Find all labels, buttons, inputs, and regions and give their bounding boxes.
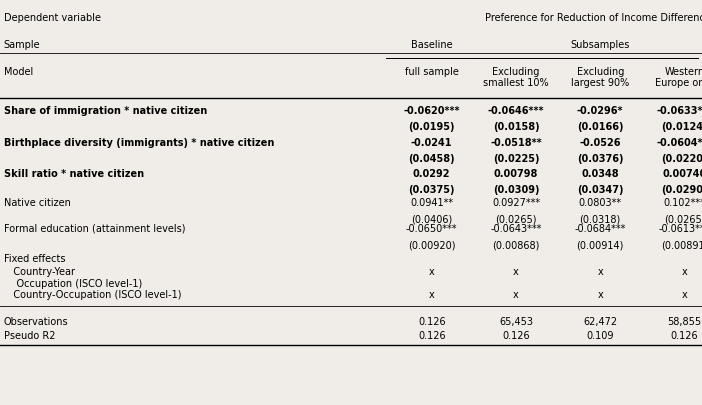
Text: x: x (682, 267, 687, 277)
Text: 0.0941**: 0.0941** (410, 198, 453, 209)
Text: 0.0803**: 0.0803** (578, 198, 622, 209)
Text: -0.0633***: -0.0633*** (656, 106, 702, 116)
Text: -0.0613***: -0.0613*** (658, 224, 702, 234)
Text: (0.0158): (0.0158) (493, 122, 539, 132)
Text: -0.0620***: -0.0620*** (404, 106, 460, 116)
Text: 0.00798: 0.00798 (494, 169, 538, 179)
Text: Sample: Sample (4, 40, 40, 51)
Text: x: x (682, 290, 687, 300)
Text: x: x (597, 290, 603, 300)
Text: -0.0518**: -0.0518** (490, 138, 542, 148)
Text: 0.0292: 0.0292 (413, 169, 451, 179)
Text: (0.0309): (0.0309) (493, 185, 539, 196)
Text: Model: Model (4, 67, 33, 77)
Text: Formal education (attainment levels): Formal education (attainment levels) (4, 224, 185, 234)
Text: (0.00914): (0.00914) (576, 240, 624, 250)
Text: -0.0684***: -0.0684*** (574, 224, 626, 234)
Text: x: x (429, 290, 435, 300)
Text: Skill ratio * native citizen: Skill ratio * native citizen (4, 169, 144, 179)
Text: Preference for Reduction of Income Differences: Preference for Reduction of Income Diffe… (484, 13, 702, 23)
Text: (0.0220): (0.0220) (661, 154, 702, 164)
Text: x: x (513, 267, 519, 277)
Text: full sample: full sample (405, 67, 458, 77)
Text: 0.126: 0.126 (418, 331, 446, 341)
Text: Subsamples: Subsamples (571, 40, 630, 51)
Text: (0.0347): (0.0347) (577, 185, 623, 196)
Text: Baseline: Baseline (411, 40, 453, 51)
Text: (0.0458): (0.0458) (409, 154, 455, 164)
Text: Birthplace diversity (immigrants) * native citizen: Birthplace diversity (immigrants) * nati… (4, 138, 274, 148)
Text: (0.0375): (0.0375) (409, 185, 455, 196)
Text: (0.0225): (0.0225) (493, 154, 539, 164)
Text: 0.109: 0.109 (586, 331, 614, 341)
Text: 62,472: 62,472 (583, 317, 617, 327)
Text: 65,453: 65,453 (499, 317, 533, 327)
Text: Native citizen: Native citizen (4, 198, 70, 209)
Text: Share of immigration * native citizen: Share of immigration * native citizen (4, 106, 207, 116)
Text: 0.0927***: 0.0927*** (492, 198, 540, 209)
Text: Excluding
largest 90%: Excluding largest 90% (571, 67, 629, 88)
Text: -0.0604***: -0.0604*** (656, 138, 702, 148)
Text: 0.126: 0.126 (502, 331, 530, 341)
Text: (0.0265): (0.0265) (495, 215, 537, 225)
Text: -0.0296*: -0.0296* (577, 106, 623, 116)
Text: 0.126: 0.126 (670, 331, 698, 341)
Text: (0.0290): (0.0290) (661, 185, 702, 196)
Text: Country-Occupation (ISCO level-1): Country-Occupation (ISCO level-1) (4, 290, 181, 300)
Text: x: x (429, 267, 435, 277)
Text: 0.00740: 0.00740 (662, 169, 702, 179)
Text: Western
Europe only: Western Europe only (656, 67, 702, 88)
Text: 0.126: 0.126 (418, 317, 446, 327)
Text: (0.00891): (0.00891) (661, 240, 702, 250)
Text: (0.0376): (0.0376) (577, 154, 623, 164)
Text: 58,855: 58,855 (668, 317, 701, 327)
Text: Excluding
smallest 10%: Excluding smallest 10% (483, 67, 549, 88)
Text: Fixed effects: Fixed effects (4, 254, 65, 264)
Text: -0.0241: -0.0241 (411, 138, 453, 148)
Text: -0.0643***: -0.0643*** (490, 224, 542, 234)
Text: Occupation (ISCO level-1): Occupation (ISCO level-1) (4, 279, 142, 289)
Text: -0.0526: -0.0526 (579, 138, 621, 148)
Text: -0.0646***: -0.0646*** (488, 106, 544, 116)
Text: Pseudo R2: Pseudo R2 (4, 331, 55, 341)
Text: (0.0166): (0.0166) (577, 122, 623, 132)
Text: (0.00868): (0.00868) (492, 240, 540, 250)
Text: (0.0124): (0.0124) (661, 122, 702, 132)
Text: 0.0348: 0.0348 (581, 169, 619, 179)
Text: (0.0406): (0.0406) (411, 215, 452, 225)
Text: x: x (513, 290, 519, 300)
Text: (0.0195): (0.0195) (409, 122, 455, 132)
Text: 0.102***: 0.102*** (663, 198, 702, 209)
Text: (0.0318): (0.0318) (580, 215, 621, 225)
Text: (0.0265): (0.0265) (663, 215, 702, 225)
Text: Country-Year: Country-Year (4, 267, 74, 277)
Text: -0.0650***: -0.0650*** (406, 224, 458, 234)
Text: (0.00920): (0.00920) (408, 240, 456, 250)
Text: Observations: Observations (4, 317, 68, 327)
Text: x: x (597, 267, 603, 277)
Text: Dependent variable: Dependent variable (4, 13, 100, 23)
